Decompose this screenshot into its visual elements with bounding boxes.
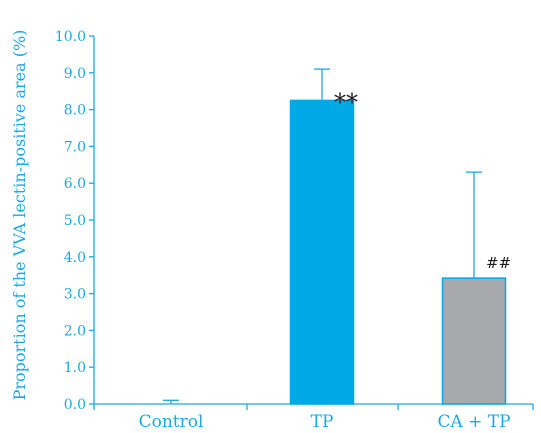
- y-tick-label-3: 3.0: [64, 287, 86, 303]
- significance-label-2: ##: [486, 254, 511, 272]
- significance-annotations: ** ##: [334, 88, 511, 272]
- x-ticks: Control TP CA + TP: [94, 404, 533, 432]
- x-tick-label-2: CA + TP: [437, 412, 510, 432]
- bars: [291, 100, 506, 404]
- x-axis: Control TP CA + TP: [94, 404, 533, 432]
- bar-2: [443, 278, 506, 404]
- x-tick-label-1: TP: [311, 412, 334, 432]
- y-tick-label-1: 1.0: [64, 360, 86, 376]
- y-tick-label-0: 0.0: [64, 397, 86, 413]
- y-tick-label-6: 6.0: [64, 176, 86, 192]
- x-tick-label-0: Control: [139, 412, 204, 432]
- y-tick-label-7: 7.0: [64, 139, 86, 155]
- y-ticks: 0.0 1.0 2.0 3.0 4.0 5.0 6.0 7.0 8.0 9.0 10.0: [55, 29, 94, 413]
- y-axis-title: Proportion of the VVA lectin-positive ar…: [10, 30, 29, 401]
- y-tick-label-10: 10.0: [55, 29, 86, 45]
- y-tick-label-5: 5.0: [64, 213, 86, 229]
- bar-1: [291, 100, 354, 404]
- y-tick-label-2: 2.0: [64, 323, 86, 339]
- significance-label-1: **: [334, 88, 358, 116]
- y-tick-label-4: 4.0: [64, 250, 86, 266]
- y-tick-label-9: 9.0: [64, 66, 86, 82]
- y-tick-label-8: 8.0: [64, 103, 86, 119]
- y-axis: 0.0 1.0 2.0 3.0 4.0 5.0 6.0 7.0 8.0 9.0 10.0: [55, 29, 94, 413]
